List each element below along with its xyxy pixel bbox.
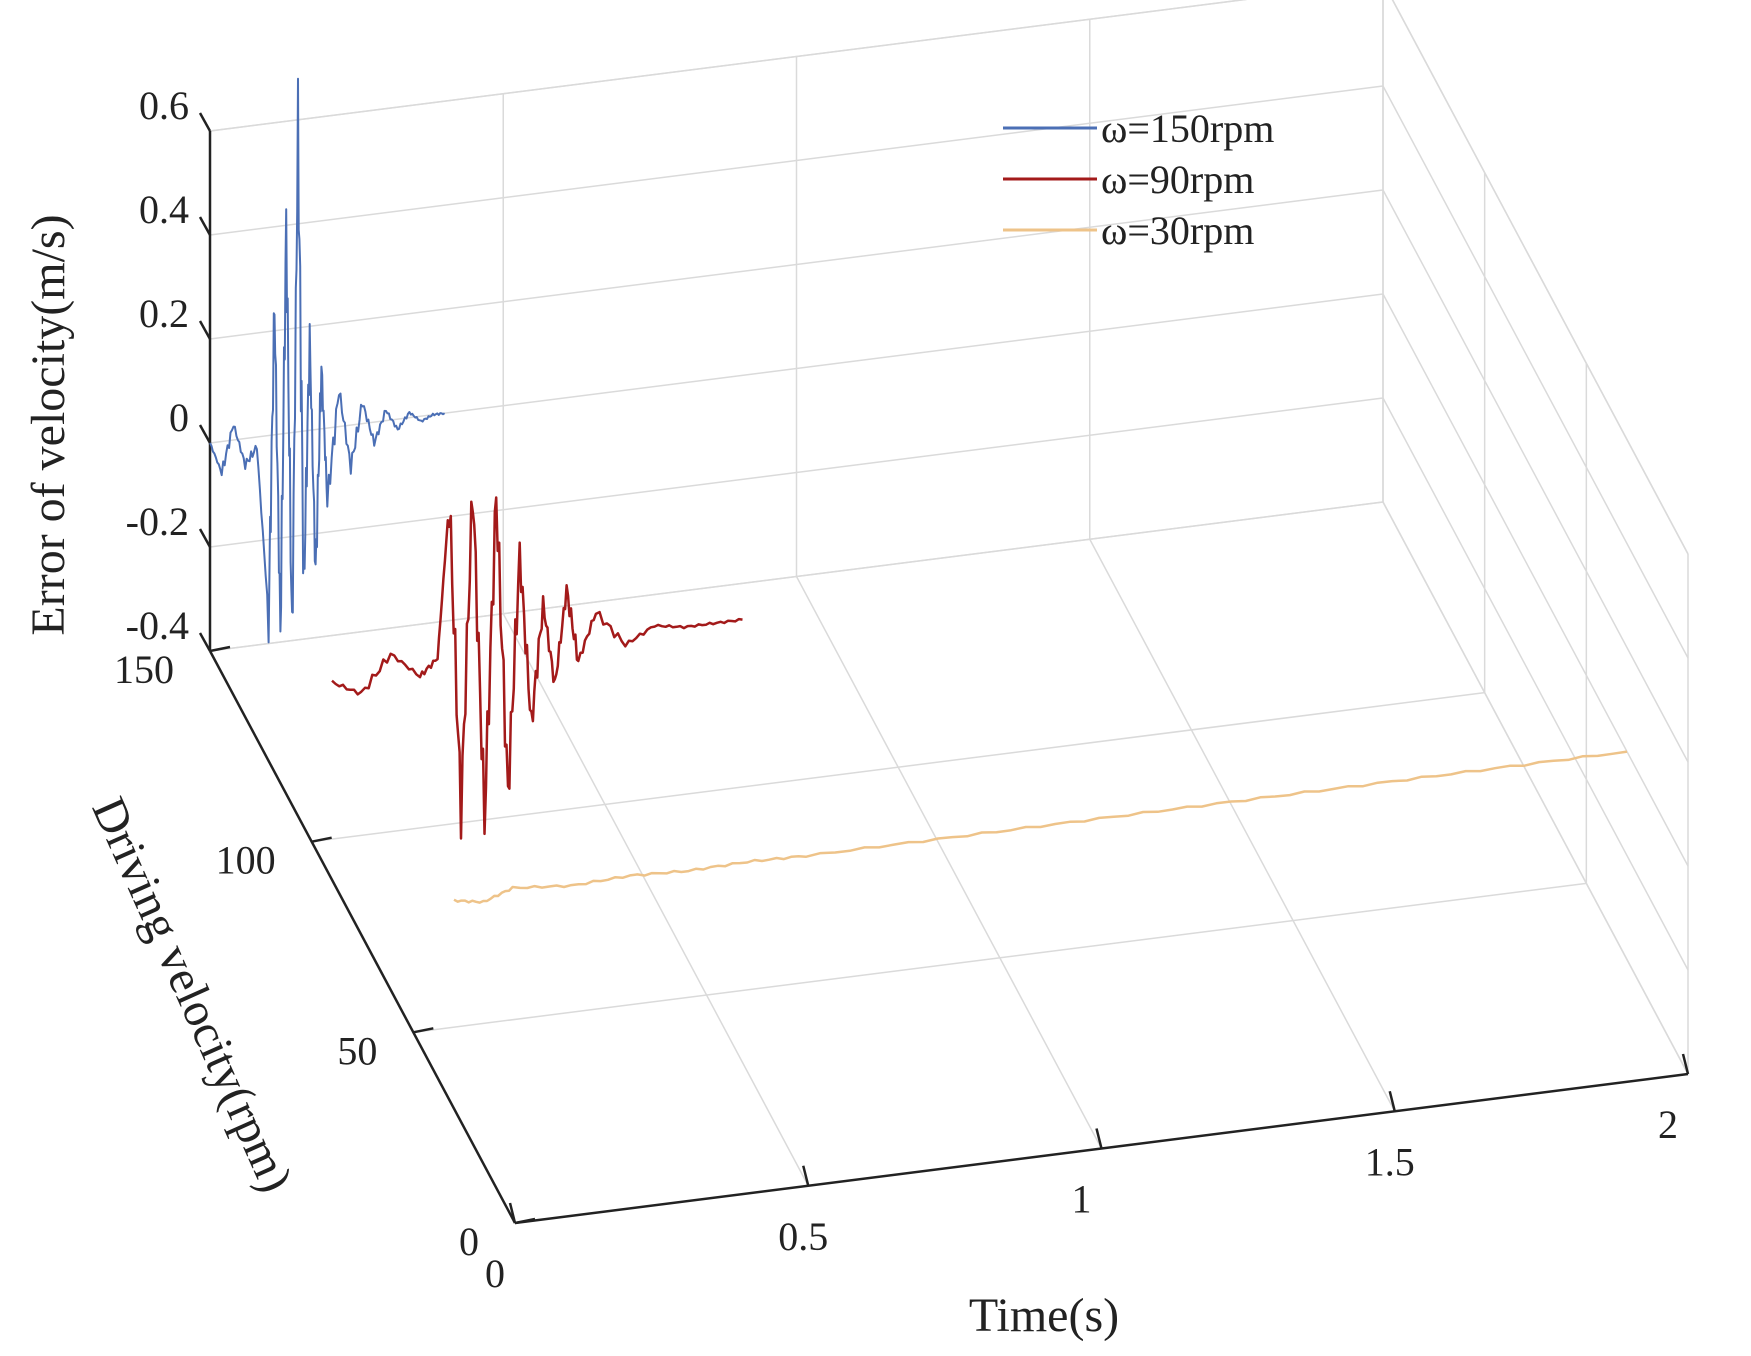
x-tick-label-4: 2: [1658, 1102, 1678, 1147]
legend: ω=150rpm ω=90rpm ω=30rpm: [1003, 106, 1274, 253]
y-tick-label-0: 0: [459, 1219, 479, 1264]
x-axis-title: Time(s): [969, 1289, 1119, 1342]
z-tick-label-3: 0.2: [139, 291, 189, 336]
back-grid-error-3: [209, 189, 1384, 340]
floor-grid-velocity-2: [311, 691, 1485, 843]
z-tick-2: [198, 424, 212, 444]
series-line-1: [331, 496, 743, 840]
y-tick-label-2: 100: [216, 838, 276, 883]
side-grid-error-0: [1382, 501, 1689, 1075]
box-top-back-edge: [209, 0, 1248, 132]
x-tick-label-2: 1: [1072, 1177, 1092, 1222]
axes-layer: [198, 112, 1690, 1225]
floor-grid-time-2: [795, 576, 1103, 1149]
legend-label-2: ω=30rpm: [1101, 208, 1254, 253]
floor-grid-time-3: [1089, 538, 1396, 1112]
y-tick-label-3: 150: [114, 647, 174, 692]
x-tick-1: [802, 1165, 810, 1187]
series-layer: [209, 77, 1628, 904]
x-tick-label-1: 0.5: [778, 1214, 828, 1259]
floor-grid-time-1: [502, 613, 809, 1187]
y-tick-label-1: 50: [337, 1028, 377, 1073]
back-grid-error-4: [209, 85, 1384, 236]
x-tick-4: [1681, 1053, 1690, 1075]
y-tick-0: [514, 1217, 536, 1225]
z-axis-title: Error of velocity(m/s): [22, 214, 75, 635]
back-grid-error-0: [209, 501, 1384, 652]
y-tick-1: [413, 1027, 434, 1034]
z-tick-label-2: 0: [169, 395, 189, 440]
z-tick-label-4: 0.4: [139, 187, 189, 232]
x-tick-label-3: 1.5: [1365, 1139, 1415, 1184]
z-tick-5: [198, 112, 212, 132]
z-tick-1: [198, 528, 212, 548]
x-tick-2: [1095, 1128, 1103, 1149]
side-grid-error-4: [1382, 85, 1689, 659]
z-tick-label-5: 0.6: [139, 83, 189, 128]
series-line-2: [453, 750, 1628, 904]
labels-layer: Time(s) Driving velocity(rpm) Error of v…: [22, 83, 1678, 1342]
z-tick-3: [198, 320, 212, 340]
side-grid-error-1: [1382, 397, 1689, 971]
z-tick-4: [198, 216, 212, 236]
back-grid-error-1: [209, 397, 1384, 548]
series-line-0: [209, 77, 446, 644]
grid-layer: [209, 0, 1689, 1224]
side-grid-error-2: [1382, 293, 1689, 867]
z-tick-label-0: -0.4: [126, 603, 189, 648]
legend-label-0: ω=150rpm: [1101, 106, 1274, 151]
x-tick-3: [1388, 1090, 1396, 1112]
z-tick-0: [198, 632, 212, 652]
y-axis-line: [208, 650, 517, 1224]
x-tick-label-0: 0: [485, 1251, 505, 1296]
z-tick-label-1: -0.2: [126, 499, 189, 544]
floor-grid-velocity-1: [413, 882, 1587, 1034]
x-tick-0: [508, 1202, 517, 1224]
side-grid-error-3: [1382, 189, 1689, 763]
legend-label-1: ω=90rpm: [1101, 157, 1254, 202]
y-tick-2: [311, 836, 332, 843]
box-top-side-edge: [1391, 0, 1689, 555]
y-tick-3: [209, 645, 231, 653]
